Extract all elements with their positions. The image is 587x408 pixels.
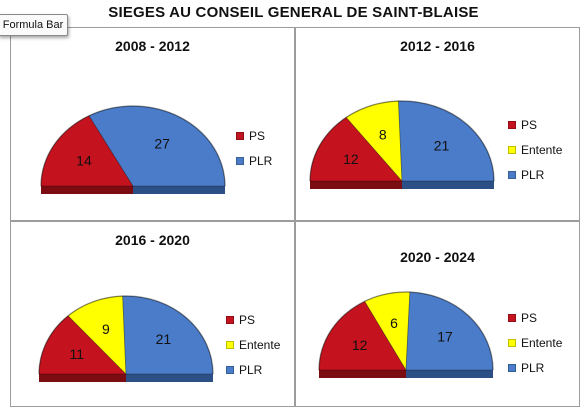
pie-rim: [38, 295, 214, 375]
slice-side-ps: [39, 374, 126, 382]
legend-label-entente: Entente: [521, 142, 563, 157]
legend-item-entente: Entente: [226, 332, 280, 357]
main-title: SIEGES AU CONSEIL GENERAL DE SAINT-BLAIS…: [108, 4, 479, 21]
legend-swatch-plr: [508, 170, 516, 179]
pie-depth: [39, 374, 213, 382]
slice-plr[interactable]: [405, 291, 494, 371]
legend-item-ps: PS: [226, 307, 280, 332]
pie-rim: [318, 291, 494, 371]
slice-side-plr: [406, 370, 493, 378]
chart-panel-2012[interactable]: 2012 - 2016 12 8 21 PS Entente PLR: [295, 27, 580, 221]
legend-swatch-ps: [508, 313, 516, 322]
chart-panel-2008[interactable]: 2008 - 2012 14 27 PS PLR: [10, 27, 295, 221]
data-label-plr: 17: [437, 329, 453, 345]
chart-panel-2020[interactable]: 2020 - 2024 12 6 17 PS Entente PLR: [295, 221, 580, 407]
data-label-ps: 12: [343, 151, 359, 167]
slice-ps[interactable]: [40, 115, 134, 187]
legend-label-ps: PS: [239, 312, 256, 327]
slice-side-plr: [126, 374, 213, 382]
legend-label-entente: Entente: [239, 337, 281, 352]
pie-depth: [319, 370, 493, 378]
data-label-ps: 11: [70, 346, 85, 362]
chart-legend: PS PLR: [236, 123, 272, 173]
data-label-plr: 21: [434, 137, 450, 153]
slice-side-ps: [319, 370, 406, 378]
chart-title: 2012 - 2016: [400, 38, 475, 54]
data-label-plr: 21: [156, 331, 172, 347]
legend-item-entente: Entente: [508, 137, 562, 162]
chart-title: 2008 - 2012: [115, 38, 190, 54]
legend-swatch-entente: [508, 145, 516, 154]
legend-item-plr: PLR: [508, 162, 562, 187]
data-label-plr: 27: [154, 135, 170, 151]
legend-item-entente: Entente: [508, 330, 562, 355]
pie-depth: [310, 181, 494, 189]
legend-swatch-ps: [236, 131, 244, 140]
chart-legend: PS Entente PLR: [508, 305, 562, 380]
formula-bar-tooltip: Formula Bar: [0, 14, 68, 36]
legend-label-plr: PLR: [239, 362, 263, 377]
legend-label-plr: PLR: [521, 167, 545, 182]
legend-swatch-ps: [508, 120, 516, 129]
pie-rim: [40, 105, 226, 187]
legend-label-plr: PLR: [521, 360, 545, 375]
chart-title: 2020 - 2024: [400, 249, 475, 265]
legend-label-ps: PS: [249, 128, 266, 143]
data-label-entente: 8: [379, 126, 387, 142]
pie-rim: [309, 100, 495, 182]
semi-pie-chart: 11 9 21: [38, 295, 214, 382]
slice-plr[interactable]: [88, 105, 226, 187]
chart-panel-2016[interactable]: 2016 - 2020 11 9 21 PS Entente PLR: [10, 221, 295, 407]
chart-legend: PS Entente PLR: [508, 112, 562, 187]
data-label-ps: 12: [352, 337, 368, 353]
slice-entente[interactable]: [364, 291, 411, 372]
legend-item-ps: PS: [508, 305, 562, 330]
legend-swatch-entente: [508, 338, 516, 347]
legend-label-ps: PS: [521, 310, 538, 325]
slice-side-ps: [310, 181, 402, 189]
chart-legend: PS Entente PLR: [226, 307, 280, 382]
chart-title: 2016 - 2020: [115, 232, 190, 248]
slice-entente[interactable]: [67, 295, 127, 376]
legend-swatch-entente: [226, 340, 234, 349]
data-label-entente: 9: [102, 321, 110, 337]
legend-swatch-plr: [226, 365, 234, 374]
legend-swatch-ps: [226, 315, 234, 324]
semi-pie-chart: 12 6 17: [318, 291, 494, 378]
slice-side-plr: [402, 181, 494, 189]
legend-item-plr: PLR: [508, 355, 562, 380]
semi-pie-chart: 12 8 21: [309, 100, 495, 189]
data-label-ps: 14: [76, 153, 92, 169]
legend-item-plr: PLR: [236, 148, 272, 173]
slice-plr[interactable]: [398, 100, 495, 182]
legend-item-ps: PS: [508, 112, 562, 137]
slice-entente[interactable]: [345, 100, 403, 183]
slice-ps[interactable]: [318, 300, 407, 371]
slice-ps[interactable]: [309, 116, 403, 182]
legend-label-ps: PS: [521, 117, 538, 132]
slice-side-plr: [133, 186, 225, 194]
pie-depth: [41, 186, 225, 194]
legend-swatch-plr: [508, 363, 516, 372]
semi-pie-chart: 14 27: [40, 105, 226, 194]
legend-item-ps: PS: [236, 123, 272, 148]
legend-label-entente: Entente: [521, 335, 563, 350]
data-label-entente: 6: [390, 315, 398, 331]
legend-label-plr: PLR: [249, 153, 273, 168]
slice-side-ps: [41, 186, 133, 194]
legend-item-plr: PLR: [226, 357, 280, 382]
slice-plr[interactable]: [122, 295, 214, 375]
slice-ps[interactable]: [38, 315, 127, 375]
legend-swatch-plr: [236, 156, 244, 165]
